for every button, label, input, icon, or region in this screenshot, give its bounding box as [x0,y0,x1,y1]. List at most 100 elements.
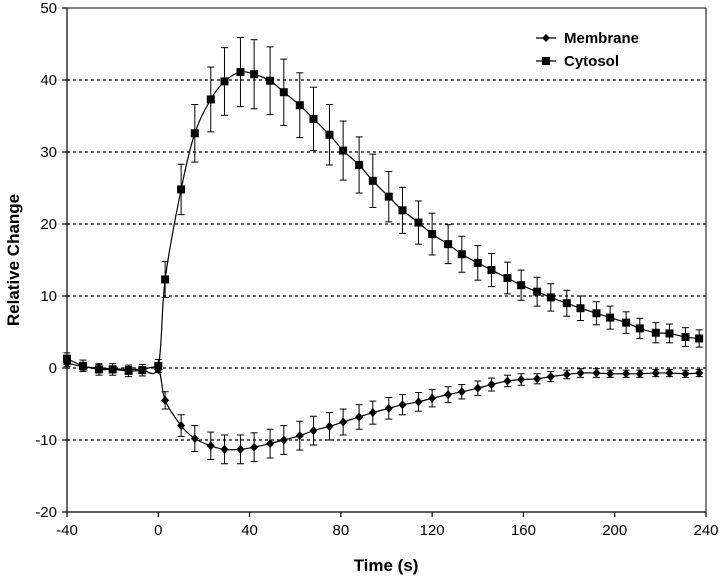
data-point-membrane [681,369,690,379]
data-point-membrane [546,372,555,382]
data-point-cytosol [355,160,364,169]
y-tick-label: 40 [40,72,57,89]
gridlines [67,79,706,441]
data-point-cytosol [279,88,288,97]
axes [66,7,707,513]
data-point-membrane [592,368,601,378]
y-tick-label: 50 [40,0,57,17]
data-point-cytosol [250,70,259,79]
series-membrane [63,358,704,465]
data-point-membrane [325,421,334,431]
data-point-membrane [190,434,199,444]
y-tick-label: -10 [35,432,57,449]
data-point-membrane [177,421,186,431]
data-point-cytosol [606,313,615,322]
data-point-cytosol [562,299,571,308]
x-tick-label: 120 [420,522,445,539]
x-tick-label: -40 [56,522,78,539]
data-point-membrane [206,441,215,451]
data-point-cytosol [533,287,542,296]
y-tick-label: -20 [35,504,57,521]
data-point-cytosol [665,329,674,338]
data-point-membrane [339,417,348,427]
data-point-membrane [295,431,304,441]
legend-cytosol-label: Cytosol [564,53,619,70]
data-point-cytosol [517,281,526,290]
ticks: -20 -10 0 10 20 30 40 50 -40 0 40 80 120 160 200 240 [35,0,718,539]
y-tick-label: 10 [40,288,57,305]
x-tick-label: 160 [511,522,536,539]
series-line-membrane [66,362,700,451]
data-point-cytosol [384,192,393,201]
data-point-cytosol [444,240,453,249]
data-point-membrane [236,444,245,454]
data-point-cytosol [236,68,245,77]
data-point-membrane [635,369,644,379]
y-axis-title: Relative Change [4,194,23,326]
x-axis-title: Time (s) [354,556,419,575]
data-point-membrane [695,368,704,378]
data-point-membrane [503,376,512,386]
data-point-membrane [457,387,466,397]
data-point-cytosol [681,333,690,342]
data-point-cytosol [266,76,275,85]
data-point-cytosol [154,361,163,370]
data-point-cytosol [398,206,407,215]
data-point-membrane [279,435,288,445]
data-point-cytosol [220,77,229,86]
data-point-membrane [517,375,526,385]
data-point-cytosol [457,250,466,259]
series [63,37,704,465]
data-point-membrane [533,374,542,384]
data-point-cytosol [503,274,512,282]
data-point-membrane [562,369,571,379]
data-point-cytosol [63,354,71,363]
legend-membrane-label: Membrane [564,30,639,47]
data-point-membrane [444,390,453,400]
data-point-cytosol [295,101,304,110]
data-point-cytosol [546,293,555,302]
y-tick-label: 0 [49,360,57,377]
data-point-cytosol [339,146,348,155]
data-point-cytosol [622,318,631,327]
data-point-membrane [473,383,482,393]
data-point-membrane [622,369,631,379]
data-point-cytosol [368,176,377,185]
data-point-membrane [355,412,364,422]
x-tick-label: 200 [602,522,627,539]
x-tick-label: 0 [154,522,162,539]
data-point-cytosol [206,95,215,104]
data-point-cytosol [138,366,147,375]
data-point-cytosol [635,324,644,333]
legend: Membrane Cytosol [536,30,639,70]
series-line-cytosol [66,71,700,375]
data-point-membrane [665,368,674,378]
data-point-membrane [398,400,407,410]
data-point-membrane [651,368,660,378]
data-point-membrane [161,395,170,405]
x-tick-label: 40 [241,522,258,539]
data-point-cytosol [161,275,170,284]
data-point-cytosol [309,114,318,123]
x-tick-label: 80 [333,522,350,539]
data-point-membrane [384,403,393,413]
y-tick-label: 20 [40,216,57,233]
data-point-membrane [414,397,423,407]
data-point-membrane [309,426,318,436]
data-point-membrane [250,442,259,452]
data-point-membrane [368,408,377,418]
data-point-cytosol [108,365,117,374]
data-point-cytosol [78,361,87,370]
data-point-cytosol [576,304,585,313]
data-point-cytosol [651,328,660,337]
y-tick-label: 30 [40,144,57,161]
data-point-cytosol [473,258,482,267]
data-point-cytosol [94,365,103,374]
legend-cytosol-marker [542,57,550,65]
series-cytosol [63,37,704,378]
data-point-cytosol [487,266,496,275]
data-point-cytosol [190,129,199,138]
data-point-membrane [220,444,229,454]
data-point-membrane [487,380,496,390]
